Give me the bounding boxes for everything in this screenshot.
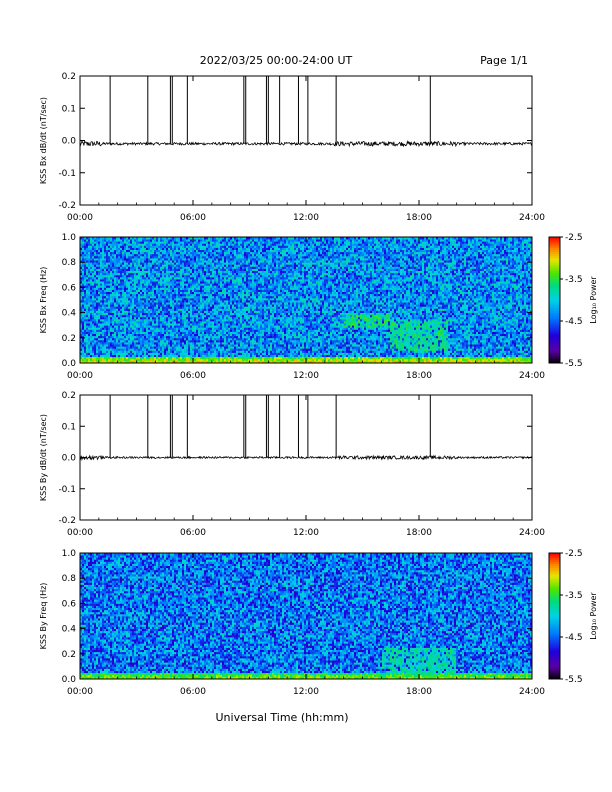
y-tick-label-0-2: 0.0 <box>62 137 77 147</box>
y-tick-label-0-0: -0.2 <box>58 201 76 211</box>
x-tick-label-0-3: 18:00 <box>406 213 432 223</box>
panels: 00:00 06:00 12:00 18:00 24:00 -0.2 -0.1 0.0 0.1 0… <box>39 72 598 697</box>
x-tick-label-0-4: 24:00 <box>519 213 545 223</box>
panel-1: 00:00 06:00 12:00 18:00 24:00 -0.2 -0.1 0.0 0.1 0… <box>39 72 545 223</box>
x-tick-label-0-2: 12:00 <box>293 213 319 223</box>
header-page-number: Page 1/1 <box>480 54 528 67</box>
x-tick-label-0-0: 00:00 <box>67 213 93 223</box>
spectrogram-2 <box>80 237 532 363</box>
x-tick-label-0-1: 06:00 <box>180 213 206 223</box>
y-tick-label-0-1: -0.1 <box>58 169 76 179</box>
x-axis-label: Universal Time (hh:mm) <box>216 711 349 724</box>
y-tick-label-0-4: 0.2 <box>62 72 76 82</box>
y-axis-label-0: KSS Bx dB/dt (nT/sec) <box>39 97 48 184</box>
y-tick-label-0-3: 0.1 <box>62 104 76 114</box>
header-date-range: 2022/03/25 00:00-24:00 UT <box>200 54 353 67</box>
